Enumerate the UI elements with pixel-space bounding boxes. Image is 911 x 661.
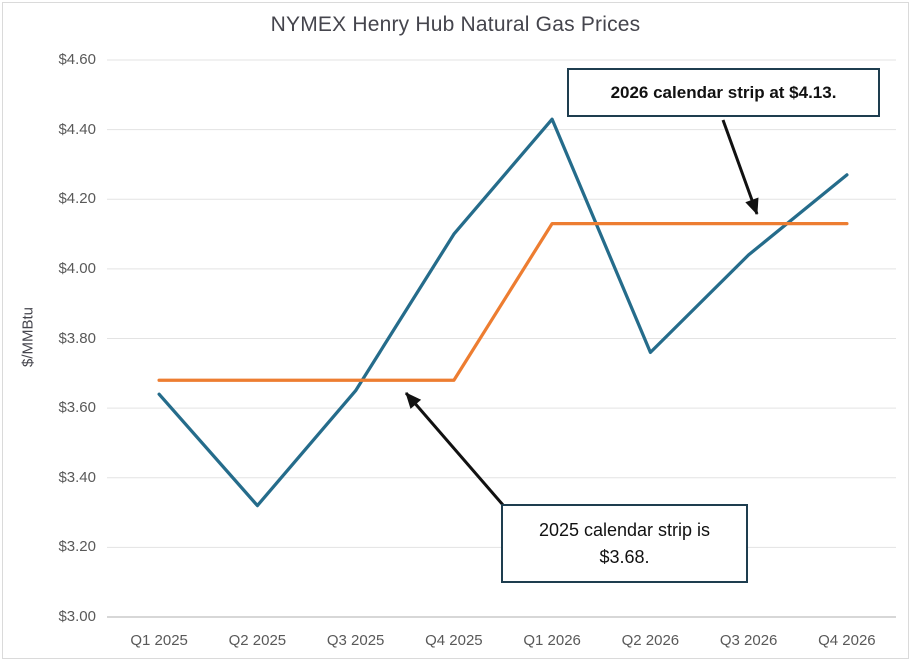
x-tick-label: Q1 2026 bbox=[523, 632, 581, 649]
annotation-2025-calendar-strip: 2025 calendar strip is $3.68. bbox=[501, 504, 748, 583]
y-tick-label: $3.20 bbox=[58, 538, 96, 556]
y-tick-label: $4.60 bbox=[58, 51, 96, 68]
series-line-calendar-strip-price bbox=[157, 221, 849, 382]
annotation-2025-text-line2: $3.68. bbox=[599, 546, 650, 567]
x-tick-label: Q4 2025 bbox=[425, 632, 483, 649]
x-tick-label: Q2 2025 bbox=[228, 632, 287, 649]
y-tick-label: $4.40 bbox=[58, 120, 96, 138]
annotation-2026-calendar-strip: 2026 calendar strip at $4.13. bbox=[567, 68, 880, 117]
y-tick-label: $4.20 bbox=[58, 190, 96, 208]
series-line-quarterly-futures-price bbox=[157, 117, 849, 508]
annotation-2026-text: 2026 calendar strip at $4.13. bbox=[610, 82, 837, 102]
y-tick-label: $4.00 bbox=[58, 259, 96, 277]
x-tick-label: Q2 2026 bbox=[621, 632, 680, 649]
y-tick-label: $3.60 bbox=[58, 399, 96, 417]
annotation-2025-text-line1: 2025 calendar strip is bbox=[538, 519, 711, 540]
y-tick-label: $3.80 bbox=[58, 329, 96, 347]
chart-title: NYMEX Henry Hub Natural Gas Prices bbox=[270, 13, 641, 36]
annotation-arrow-2026 bbox=[721, 119, 759, 215]
x-tick-label: Q4 2026 bbox=[818, 632, 876, 649]
y-tick-label: $3.40 bbox=[58, 468, 96, 486]
x-tick-label: Q3 2026 bbox=[719, 632, 778, 649]
x-tick-label: Q3 2025 bbox=[326, 632, 385, 649]
x-tick-label: Q1 2025 bbox=[130, 632, 188, 649]
y-tick-label: $3.00 bbox=[58, 608, 96, 625]
annotation-arrow-2025 bbox=[404, 392, 505, 506]
